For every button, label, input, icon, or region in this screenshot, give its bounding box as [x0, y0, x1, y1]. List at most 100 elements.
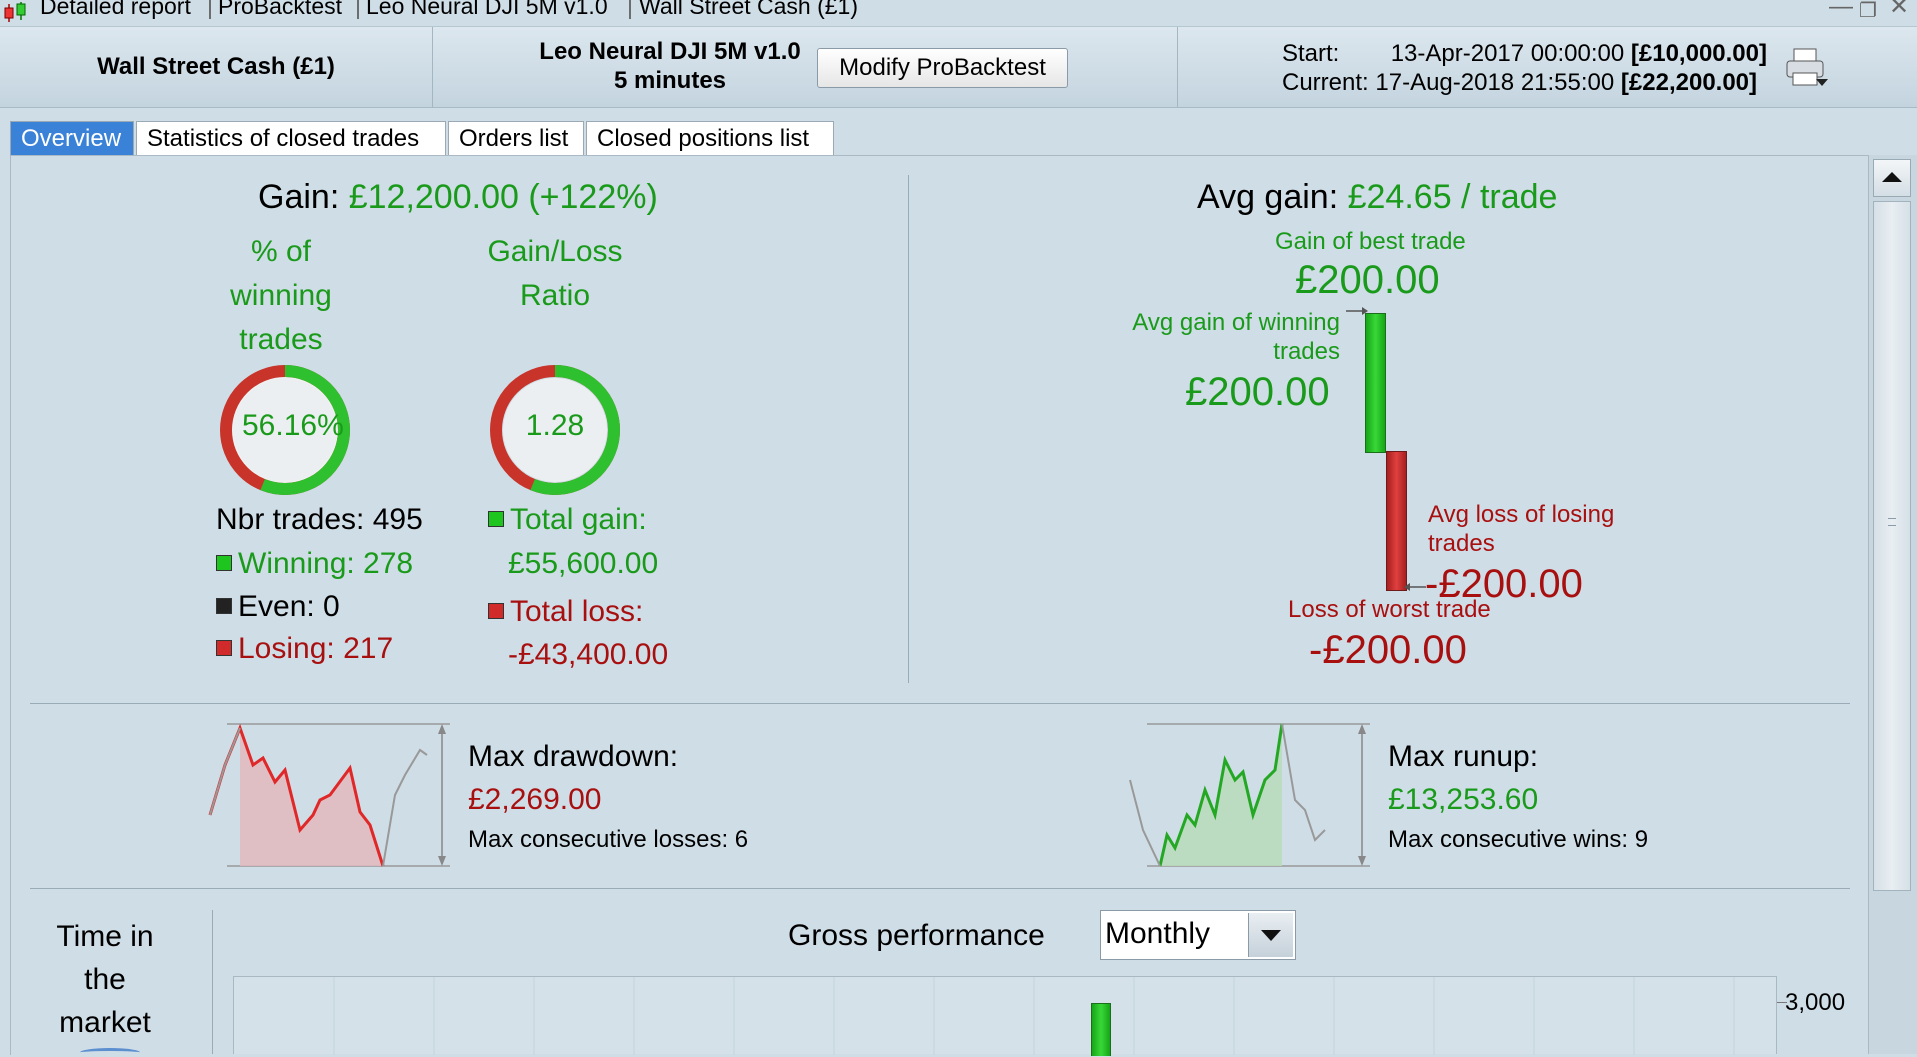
- gain-percent: (+122%): [528, 178, 658, 216]
- time-in-market-label: Time in the market: [56, 920, 154, 1039]
- tab-orders-list[interactable]: Orders list: [448, 121, 584, 155]
- candlestick-app-icon: [2, 2, 28, 24]
- avg-gain-label: Avg gain:: [1197, 178, 1339, 216]
- restore-icon[interactable]: ❐: [1859, 0, 1877, 22]
- close-icon[interactable]: ✕: [1889, 0, 1910, 20]
- report-header: Wall Street Cash (£1) Leo Neural DJI 5M …: [0, 27, 1917, 108]
- scroll-up-button[interactable]: [1873, 159, 1911, 197]
- title-separator: |: [355, 0, 361, 19]
- gross-performance-bar: [1091, 1003, 1111, 1056]
- gross-period-value: Monthly: [1105, 917, 1211, 950]
- winning-swatch: [216, 555, 232, 572]
- title-part-instrument: Wall Street Cash (£1): [639, 0, 858, 19]
- pct-winning-ring: [220, 365, 350, 495]
- title-part-report: Detailed report: [40, 0, 191, 19]
- max-runup-label: Max runup:: [1388, 740, 1539, 773]
- even-label: Even: 0: [238, 590, 340, 623]
- arrow-left-icon: [1404, 580, 1434, 594]
- pct-winning-value: 56.16%: [242, 409, 344, 442]
- tab-statistics-closed-trades[interactable]: Statistics of closed trades: [136, 121, 446, 155]
- title-part-module: ProBacktest: [218, 0, 342, 19]
- gain-value: £12,200.00: [348, 178, 519, 216]
- worst-trade-label: Loss of worst trade: [1288, 596, 1491, 623]
- max-runup-chart: [1125, 720, 1375, 870]
- max-consecutive-losses: Max consecutive losses: 6: [468, 826, 749, 853]
- time-in-market-pie: [80, 1048, 140, 1057]
- tab-overview[interactable]: Overview: [10, 121, 134, 155]
- tab-closed-positions-list[interactable]: Closed positions list: [586, 121, 834, 155]
- instrument-name: Wall Street Cash (£1): [97, 53, 335, 80]
- gross-performance-label: Gross performance: [788, 919, 1045, 952]
- gross-period-select[interactable]: Monthly: [1100, 910, 1296, 960]
- current-row: Current: 17-Aug-2018 21:55:00 [£22,200.0…: [1282, 69, 1757, 97]
- window-title-bar: Detailed report | ProBacktest | Leo Neur…: [0, 0, 1917, 27]
- avg-win-value: £200.00: [1185, 370, 1330, 414]
- even-count: Even: 0: [216, 590, 340, 624]
- total-gain-value: £55,600.00: [508, 547, 659, 580]
- avg-loss-bar: [1386, 451, 1407, 591]
- total-gain-swatch: [488, 511, 504, 528]
- scroll-thumb[interactable]: [1873, 201, 1911, 891]
- start-row: Start: 13-Apr-2017 00:00:00 [£10,000.00]: [1282, 40, 1767, 68]
- header-divider: [432, 27, 433, 107]
- title-part-system: Leo Neural DJI 5M v1.0: [366, 0, 608, 19]
- losing-count: Losing: 217: [216, 632, 393, 666]
- current-label: Current:: [1282, 69, 1369, 96]
- max-drawdown-value: £2,269.00: [468, 783, 602, 816]
- scroll-grip-icon: [1888, 518, 1896, 526]
- best-trade-value: £200.00: [1295, 258, 1440, 302]
- header-divider: [1177, 27, 1178, 107]
- winning-count: Winning: 278: [216, 547, 413, 581]
- gain-label: Gain:: [258, 178, 340, 216]
- total-gain-label: Total gain:: [510, 503, 647, 536]
- max-runup-value: £13,253.60: [1388, 783, 1539, 816]
- avg-gain-row: Avg gain: £24.65 / trade: [1197, 178, 1557, 217]
- total-loss-swatch: [488, 603, 504, 620]
- section-divider: [30, 888, 1850, 889]
- best-trade-label: Gain of best trade: [1275, 228, 1466, 255]
- max-drawdown-chart: [205, 720, 455, 870]
- gl-ratio-title: Gain/Loss Ratio: [487, 235, 623, 312]
- window-controls: — ❐ ✕: [1827, 0, 1917, 22]
- pct-winning-donut: 56.16%: [218, 363, 352, 497]
- gl-ratio-donut: 1.28: [488, 363, 622, 497]
- modify-probacktest-button[interactable]: Modify ProBacktest: [817, 48, 1068, 88]
- system-timeframe: 5 minutes: [613, 67, 727, 94]
- current-capital: [£22,200.00]: [1620, 69, 1758, 96]
- current-date: 17-Aug-2018 21:55:00: [1375, 69, 1615, 96]
- losing-swatch: [216, 640, 232, 657]
- gross-axis-tick-label: 3,000: [1785, 989, 1846, 1016]
- total-loss: Total loss:: [488, 595, 643, 629]
- gl-ratio-value: 1.28: [525, 409, 585, 442]
- avg-win-bar: [1365, 313, 1386, 453]
- section-divider: [30, 703, 1850, 704]
- title-separator: |: [207, 0, 213, 19]
- nbr-trades: Nbr trades: 495: [216, 503, 423, 536]
- axis-tick: [1777, 1002, 1787, 1003]
- printer-icon[interactable]: [1784, 47, 1830, 91]
- avg-gain-value: £24.65 / trade: [1347, 178, 1558, 216]
- avg-win-label: Avg gain of winning trades: [1132, 309, 1340, 365]
- avg-loss-value: -£200.00: [1425, 562, 1583, 606]
- winning-label: Winning: 278: [238, 547, 414, 580]
- total-loss-value: -£43,400.00: [508, 638, 669, 671]
- overview-panel: [10, 155, 1868, 1055]
- chevron-down-icon[interactable]: [1248, 913, 1293, 957]
- max-consecutive-wins: Max consecutive wins: 9: [1388, 826, 1649, 853]
- worst-trade-value: -£200.00: [1309, 628, 1467, 672]
- max-drawdown-label: Max drawdown:: [468, 740, 679, 773]
- start-capital: [£10,000.00]: [1630, 40, 1767, 67]
- minimize-icon[interactable]: —: [1829, 0, 1853, 20]
- section-divider: [212, 910, 213, 1054]
- losing-label: Losing: 217: [238, 632, 394, 665]
- avg-loss-label: Avg loss of losing trades: [1428, 501, 1615, 557]
- gl-ratio-ring: [490, 365, 620, 495]
- pct-winning-title: % of winning trades: [230, 235, 332, 356]
- section-divider: [908, 175, 909, 683]
- system-name: Leo Neural DJI 5M v1.0: [539, 38, 801, 65]
- vertical-scrollbar[interactable]: [1868, 155, 1917, 1054]
- arrow-right-icon: [1346, 304, 1406, 334]
- gross-performance-chart: [233, 976, 1777, 1056]
- gain-row: Gain: £12,200.00 (+122%): [258, 178, 658, 217]
- total-gain: Total gain:: [488, 503, 647, 537]
